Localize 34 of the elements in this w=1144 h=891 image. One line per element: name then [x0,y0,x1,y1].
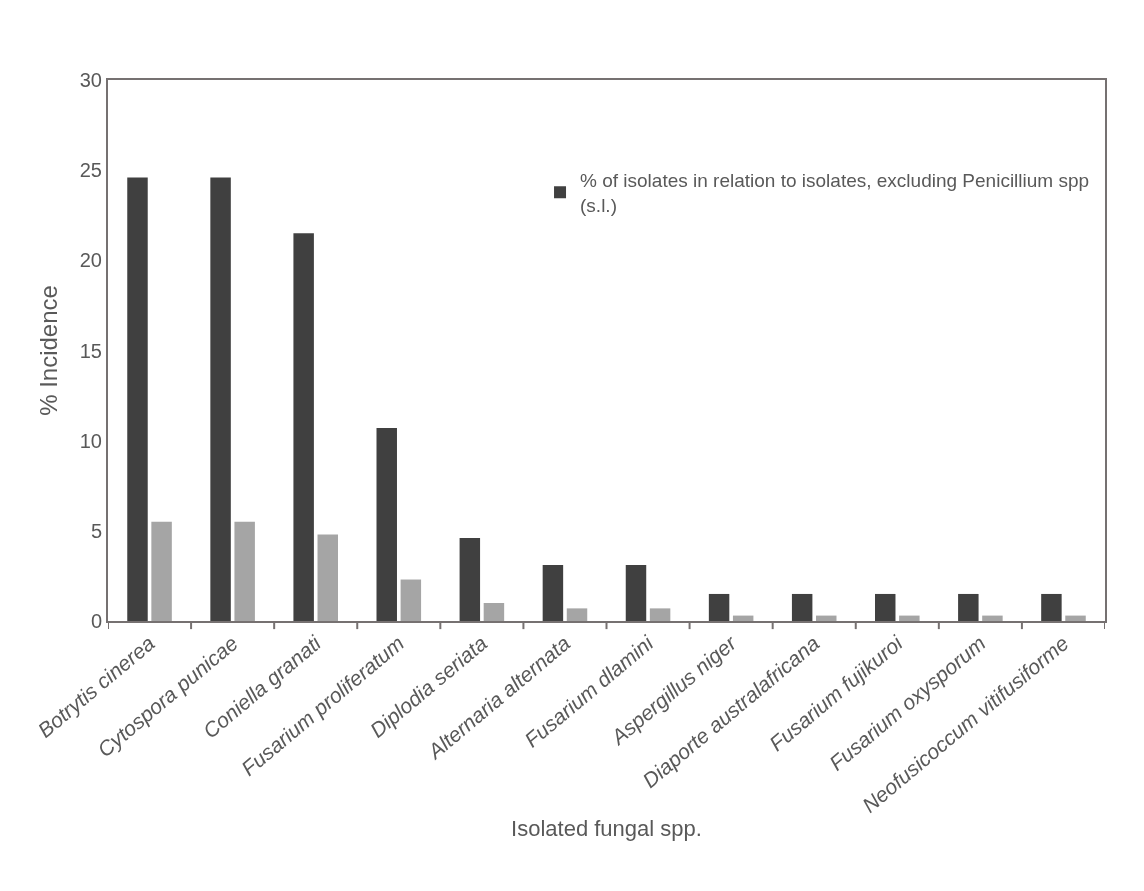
bar [459,538,481,621]
bar [542,565,564,621]
y-tick-label: 25 [79,159,102,182]
bar [982,615,1003,621]
bar [317,534,338,621]
legend-label: % of isolates in relation to isolates, excluding Penicillium spp (s.l.) [580,170,1090,217]
bar [234,521,255,621]
bar [816,615,837,621]
bar [791,593,813,621]
bar [400,579,422,621]
bar [293,233,314,621]
y-tick-label: 15 [79,339,102,362]
bar [732,615,754,621]
bar [875,593,896,621]
y-tick-label: 5 [90,519,102,542]
y-tick-label: 0 [90,610,102,632]
bar [483,602,505,621]
bar [151,521,172,621]
bar [958,593,979,621]
bar [1065,615,1086,621]
bar [625,565,647,621]
bar [376,428,397,621]
bar [1041,593,1062,621]
bar [899,615,920,621]
y-tick-label: 10 [79,429,102,452]
y-tick-label: 30 [79,69,102,91]
y-tick-label: 20 [79,249,102,272]
bar [566,608,588,621]
x-axis-title: Isolated fungal spp. [511,816,702,842]
bar [708,593,730,621]
bar [210,177,231,621]
bar [127,177,148,621]
y-axis-title: % Incidence [35,285,63,416]
bar [649,608,671,621]
